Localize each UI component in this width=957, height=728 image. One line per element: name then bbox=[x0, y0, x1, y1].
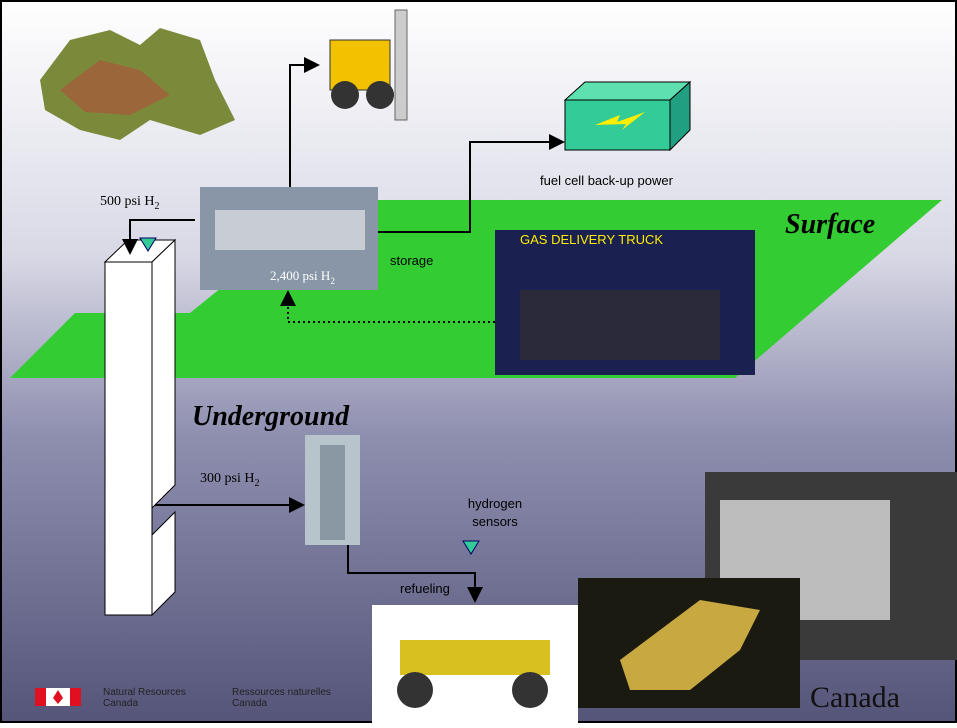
sensors-label: sensors bbox=[472, 514, 518, 529]
surface-label: Surface bbox=[785, 209, 875, 240]
underground-label: Underground bbox=[192, 401, 350, 432]
storage-label: storage bbox=[390, 253, 433, 268]
fuelcell-top bbox=[565, 82, 690, 100]
department-fr: Canada bbox=[232, 698, 267, 709]
storage-tubes bbox=[215, 210, 365, 250]
fuelcell-front bbox=[565, 100, 670, 150]
flag-bar bbox=[70, 688, 81, 706]
department-en: Natural Resources bbox=[103, 687, 186, 698]
forklift-wheel bbox=[331, 81, 359, 109]
sensors-label: hydrogen bbox=[468, 496, 522, 511]
vehicle-wheel bbox=[512, 672, 548, 708]
gas-truck-body bbox=[520, 290, 720, 360]
forklift-mast bbox=[395, 10, 407, 120]
truck-label: GAS DELIVERY TRUCK bbox=[520, 232, 663, 247]
wordmark: Canada bbox=[810, 681, 900, 714]
forklift-wheel bbox=[366, 81, 394, 109]
slide: 500 psi H2 2,400 psi H2 storage fuel cel… bbox=[0, 0, 957, 723]
vehicle-wheel bbox=[397, 672, 433, 708]
station-dispenser bbox=[320, 445, 345, 540]
department-fr: Ressources naturelles bbox=[232, 687, 331, 698]
department-en: Canada bbox=[103, 698, 138, 709]
fuelcell-label: fuel cell back-up power bbox=[540, 173, 674, 188]
flag-bar bbox=[35, 688, 46, 706]
refueling-label: refueling bbox=[400, 581, 450, 596]
shaft-side bbox=[152, 240, 175, 508]
shaft-front bbox=[105, 262, 152, 615]
vehicle-body bbox=[400, 640, 550, 675]
